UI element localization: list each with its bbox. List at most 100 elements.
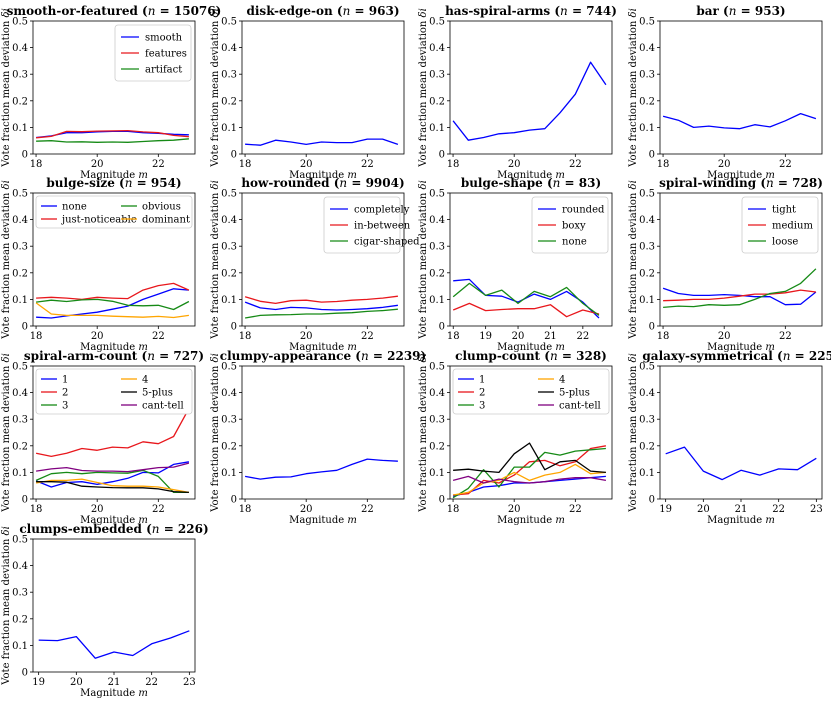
x-axis-label-text: Magnitude [497, 342, 555, 353]
panel-spiral-winding: spiral-winding (n = 728) 0 0.1 0.2 0.3 0.4 0.5… [628, 176, 823, 353]
panel-bulge-shape: bulge-shape (n = 83) 0 0.1 0.2 0.3 0.4 0.5 18 19… [418, 176, 613, 353]
panel-title-name: clumpy-appearance ( [220, 349, 362, 363]
series-line-obvious [36, 298, 190, 311]
legend-label: obvious [142, 202, 181, 213]
panel-title-n-symbol: n [766, 176, 774, 190]
panel-title-count: = 2239) [369, 349, 427, 363]
y-tick-label: 0.5 [12, 17, 28, 28]
panel-title-n-symbol: n [361, 349, 369, 363]
y-tick-label: 0.1 [429, 123, 445, 134]
x-axis-label-symbol: m [138, 688, 147, 699]
panel-title-count: = 728) [774, 176, 823, 190]
panel-title-count: = 226) [160, 522, 209, 536]
y-tick-label: 0.2 [429, 96, 445, 107]
x-axis-label-text: Magnitude [497, 515, 555, 526]
y-tick-label: 0.2 [639, 268, 655, 279]
panel-title-name: bar ( [696, 4, 729, 18]
panel-title-name: clump-count ( [455, 349, 550, 363]
y-tick-label: 0.3 [12, 70, 28, 81]
series-line-main [245, 138, 399, 146]
legend: rounded boxy none [531, 196, 609, 254]
y-axis-label-symbol: δi [210, 353, 221, 362]
panel-how-rounded: how-rounded (n = 9904) 0 0.1 0.2 0.3 0.4 0.5 18… [210, 176, 420, 353]
x-axis-label-text: Magnitude [80, 688, 138, 699]
x-axis-label-text: Magnitude [289, 342, 347, 353]
panel-title-n-symbol: n [560, 4, 568, 18]
legend-box [323, 196, 401, 254]
y-axis-label-text: Vote fraction mean deviation [1, 535, 12, 685]
y-tick-label: 0.5 [221, 17, 237, 28]
series-line-artifact [36, 138, 189, 143]
y-tick-label: 0 [649, 150, 655, 161]
x-tick-label: 22 [361, 331, 374, 342]
x-tick-label: 22 [152, 504, 165, 515]
y-axis-label-symbol: δi [1, 180, 12, 189]
panel-title: bar (n = 953) [696, 4, 785, 18]
y-tick-label: 0.3 [12, 242, 28, 253]
legend-label: 4 [559, 375, 565, 386]
y-tick-label: 0.4 [221, 215, 237, 226]
x-axis-label: Magnitude m [80, 170, 148, 181]
panel-title-count: = 15076) [155, 4, 221, 18]
y-axis-label-symbol: δi [628, 353, 639, 362]
x-tick-label: 18 [447, 331, 460, 342]
x-axis-label-text: Magnitude [289, 170, 347, 181]
series-line-main [665, 446, 817, 481]
legend-label: 3 [62, 401, 68, 412]
y-tick-label: 0.5 [221, 189, 237, 200]
plot-frame [241, 192, 405, 327]
x-axis-label-text: Magnitude [497, 170, 555, 181]
panel-title-n-symbol: n [729, 4, 737, 18]
series-line-cant-tell [36, 462, 190, 473]
y-axis-label: Vote fraction mean deviation δi [1, 526, 12, 686]
x-tick-label: 19 [32, 677, 45, 688]
legend-label: rounded [562, 205, 605, 216]
y-tick-label: 0 [231, 495, 237, 506]
y-axis-label-text: Vote fraction mean deviation [1, 189, 12, 339]
y-tick-label: 0.5 [12, 362, 28, 373]
x-axis-label-symbol: m [765, 170, 774, 181]
x-tick-label: 19 [479, 331, 492, 342]
y-axis-label-symbol: δi [418, 180, 429, 189]
x-axis-label-text: Magnitude [707, 515, 765, 526]
legend: completely in-between cigar-shaped [323, 196, 420, 254]
y-axis-label: Vote fraction mean deviation δi [628, 353, 639, 513]
legend-label: none [62, 202, 87, 213]
x-tick-label: 22 [152, 331, 165, 342]
y-tick-label: 0 [439, 495, 445, 506]
series-line-none [36, 288, 189, 319]
x-axis-label: Magnitude m [80, 688, 148, 699]
series-line-loose [663, 268, 817, 309]
x-axis-label-text: Magnitude [80, 342, 138, 353]
legend-box [35, 368, 193, 415]
panel-title-n-symbol: n [343, 4, 351, 18]
series-line-2 [35, 408, 190, 458]
panel-title-count: = 9904) [347, 176, 405, 190]
panel-title-name: bulge-shape ( [461, 176, 553, 190]
legend: 1 2 3 4 5-plus cant-tell [35, 368, 193, 415]
y-axis-label-symbol: δi [210, 180, 221, 189]
x-axis-label-symbol: m [765, 515, 774, 526]
panel-title-n-symbol: n [148, 4, 156, 18]
y-axis-label: Vote fraction mean deviation δi [418, 353, 429, 513]
y-tick-label: 0 [231, 322, 237, 333]
panel-title-name: has-spiral-arms ( [445, 4, 560, 18]
y-tick-label: 0.4 [639, 43, 655, 54]
x-axis-label: Magnitude m [289, 515, 357, 526]
y-tick-label: 0.1 [221, 468, 237, 479]
panel-spiral-arm-count: spiral-arm-count (n = 727) 0 0.1 0.2 0.3 0.4 0… [1, 349, 204, 526]
legend-label: in-between [354, 221, 411, 232]
series-line-3 [452, 447, 606, 499]
x-tick-label: 18 [657, 331, 670, 342]
x-tick-label: 20 [697, 504, 710, 515]
x-tick-label: 18 [657, 159, 670, 170]
y-tick-label: 0.3 [639, 415, 655, 426]
y-tick-label: 0.2 [221, 268, 237, 279]
plot-frame [32, 20, 196, 155]
panel-title-n-symbol: n [783, 349, 791, 363]
y-tick-label: 0.2 [221, 96, 237, 107]
panel-title: spiral-arm-count (n = 727) [24, 349, 204, 363]
x-tick-label: 22 [152, 159, 165, 170]
legend-box [114, 24, 192, 82]
y-tick-label: 0.5 [12, 535, 28, 546]
